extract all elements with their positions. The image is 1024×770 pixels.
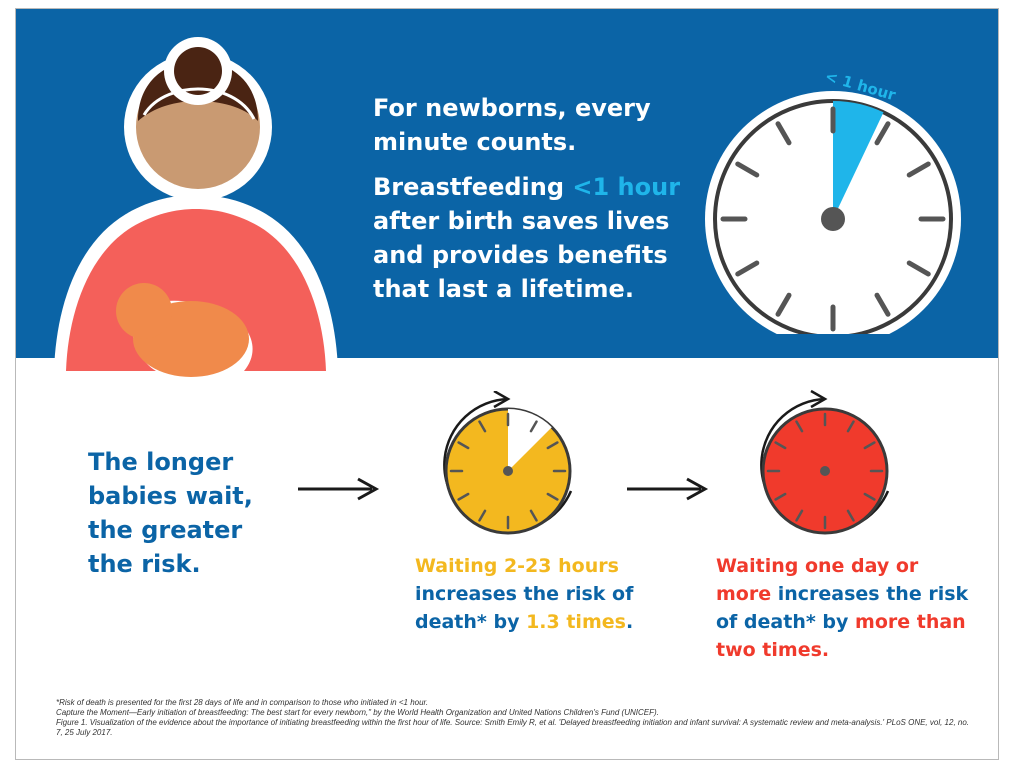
clock-tick	[775, 292, 792, 317]
clock-tick	[774, 441, 787, 450]
headline: For newborns, every minute counts. Breas…	[373, 91, 693, 306]
risk-statement: The longer babies wait, the greater the …	[88, 448, 253, 578]
clock-tick	[906, 260, 931, 277]
red-caption-mid: increases the risk of death* by	[716, 583, 969, 633]
clock-2-23-hours	[443, 391, 573, 535]
clock-under-one-hour	[705, 91, 961, 334]
red-caption: Waiting one day or more increases the ri…	[716, 552, 976, 664]
headline-line2-suffix: after birth saves lives and provides ben…	[373, 207, 670, 303]
clock-tick	[774, 492, 787, 501]
clock-tick	[874, 121, 891, 146]
clock-ticks	[720, 106, 946, 332]
headline-accent: <1 hour	[572, 173, 681, 201]
yellow-caption: Waiting 2-23 hours increases the risk of…	[415, 552, 655, 636]
footnote-3: Figure 1. Visualization of the evidence …	[56, 718, 970, 737]
clock-tick	[863, 492, 876, 501]
headline-line2-prefix: Breastfeeding	[373, 173, 573, 201]
clock-tick	[457, 492, 470, 501]
clock-tick	[735, 260, 760, 277]
clock-tick	[735, 161, 760, 178]
clock-center	[503, 466, 513, 476]
clock-tick	[874, 292, 891, 317]
mother-holding-baby-illustration	[54, 37, 338, 377]
clock-tick	[846, 420, 855, 433]
clock-ticks	[449, 412, 567, 530]
clock-tick	[546, 441, 559, 450]
clock-tick	[795, 509, 804, 522]
red-caption-end: .	[821, 639, 830, 661]
headline-line1: For newborns, every minute counts.	[373, 94, 651, 156]
clock-tick	[529, 509, 538, 522]
clock-tick	[457, 441, 470, 450]
yellow-caption-accent2: 1.3 times	[526, 611, 626, 633]
clock-tick	[546, 492, 559, 501]
red-caption-accent2: more than two times	[716, 611, 966, 661]
clock-ticks	[766, 412, 884, 530]
arrow-right-icon	[298, 477, 380, 501]
footnote-1: *Risk of death is presented for the firs…	[56, 698, 429, 707]
clock-tick	[775, 121, 792, 146]
yellow-caption-end: .	[625, 611, 634, 633]
clock-tick	[529, 420, 538, 433]
clock-tick	[846, 509, 855, 522]
footnote-2: Capture the Moment—Early initiation of b…	[56, 708, 659, 717]
clock-tick	[478, 420, 487, 433]
clock-one-day-or-more	[760, 389, 890, 535]
clock-tick	[795, 420, 804, 433]
clock-tick	[478, 509, 487, 522]
yellow-caption-accent: Waiting 2-23 hours	[415, 555, 619, 577]
clock-center	[820, 466, 830, 476]
infographic-frame: For newborns, every minute counts. Breas…	[15, 8, 999, 760]
clock-tick	[906, 161, 931, 178]
arrow-right-icon	[627, 477, 709, 501]
clock-tick	[863, 441, 876, 450]
headline-line2: Breastfeeding <1 hour after birth saves …	[373, 170, 693, 306]
yellow-caption-mid: increases the risk of death* by	[415, 583, 634, 633]
clock-center	[821, 207, 845, 231]
red-caption-accent: Waiting one day or more	[716, 555, 919, 605]
footnotes: *Risk of death is presented for the firs…	[56, 698, 976, 738]
